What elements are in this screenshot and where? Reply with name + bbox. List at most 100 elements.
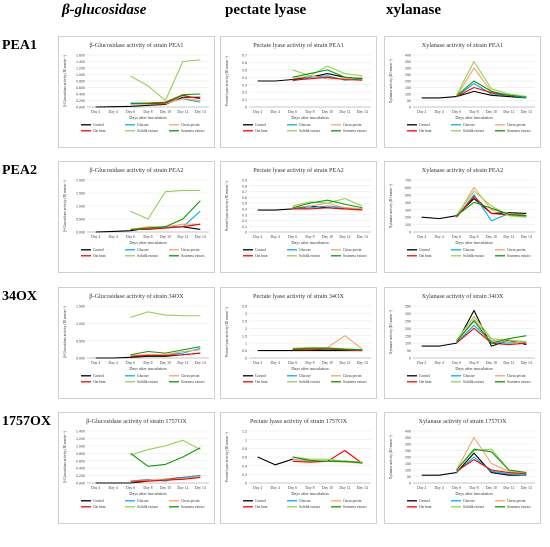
y-tick-label: 0.6 xyxy=(242,196,247,200)
x-tick-label: Day 4 xyxy=(435,361,444,365)
y-tick-label: 0 xyxy=(245,106,247,110)
legend-label: Oat bran xyxy=(93,380,106,384)
y-axis-label: Pectate lyase activity (IU mmin⁻¹) xyxy=(225,180,229,230)
y-tick-label: 250 xyxy=(405,319,411,323)
legend-label: Citrus pectin xyxy=(181,374,200,378)
series-line-oat-bran xyxy=(130,223,201,230)
legend-label: Sourness extract xyxy=(181,505,205,509)
x-tick-label: Day 2 xyxy=(417,361,426,365)
legend-label: Oat bran xyxy=(255,129,268,133)
chart-panel-3: Xylanase activity of strain PEA1 0 50 100 15… xyxy=(384,36,541,148)
y-tick-label: 0.500 xyxy=(76,218,85,222)
x-tick-label: Day 10 xyxy=(322,486,333,490)
y-tick-label: 50 xyxy=(407,475,411,479)
legend-label: Sourness extract xyxy=(181,129,205,133)
y-tick-label: 0.800 xyxy=(76,80,85,84)
x-tick-label: Day 14 xyxy=(357,361,368,365)
x-tick-label: Day 4 xyxy=(435,235,444,239)
y-tick-label: 0.1 xyxy=(242,98,247,102)
y-axis-label: Pectate lyase activity (IU mmin⁻¹) xyxy=(225,55,229,105)
series-line-sourness-extract xyxy=(130,200,201,230)
series-line-citrus-pectin xyxy=(130,475,201,482)
x-tick-label: Day 10 xyxy=(322,110,333,114)
chart-svg: Xylanase activity of strain PEA1 0 50 100 15… xyxy=(389,42,535,133)
x-tick-label: Day 4 xyxy=(271,110,280,114)
y-tick-label: 0.8 xyxy=(242,447,247,451)
y-tick-label: 100 xyxy=(405,93,411,97)
x-tick-label: Day 8 xyxy=(469,235,478,239)
y-tick-label: 3.5 xyxy=(242,305,247,309)
legend-label: Oat bran xyxy=(419,254,432,258)
x-tick-label: Day 12 xyxy=(177,235,188,239)
x-tick-label: Day 4 xyxy=(271,361,280,365)
y-tick-label: 1.000 xyxy=(76,205,85,209)
series-line-oat-bran xyxy=(130,476,201,482)
row-header-pea2: PEA2 xyxy=(2,163,37,178)
y-tick-label: 0.5 xyxy=(242,68,247,72)
x-tick-label: Day 8 xyxy=(143,110,152,114)
y-tick-label: 0.3 xyxy=(242,213,247,217)
y-tick-label: 0 xyxy=(409,106,411,110)
legend-label: Solidik extract xyxy=(463,254,484,258)
x-tick-label: Day 14 xyxy=(521,486,532,490)
y-tick-label: 1.5 xyxy=(242,334,247,338)
y-axis-label: Xylanase activity (IU mmin⁻¹) xyxy=(389,434,393,479)
legend-label: Citrus pectin xyxy=(181,499,200,503)
x-tick-label: Day 2 xyxy=(417,235,426,239)
legend-label: Control xyxy=(255,374,266,378)
series-line-control xyxy=(421,90,527,99)
x-tick-label: Day 10 xyxy=(322,361,333,365)
y-tick-label: 200 xyxy=(405,456,411,460)
legend-label: Citrus pectin xyxy=(343,248,362,252)
y-tick-label: 250 xyxy=(405,73,411,77)
legend-label: Glucose xyxy=(299,499,311,503)
y-tick-label: 1.200 xyxy=(76,67,85,71)
legend-label: Solidik extract xyxy=(137,254,158,258)
x-tick-label: Day 2 xyxy=(417,486,426,490)
column-header-xylanase: xylanase xyxy=(386,2,442,18)
y-axis-label: β-Glucosidase activity (IU mmin⁻¹) xyxy=(63,430,67,482)
legend-label: Citrus pectin xyxy=(507,374,526,378)
x-tick-label: Day 4 xyxy=(109,486,118,490)
chart-title: β-Glucosidase activity of strain 34OX xyxy=(89,293,184,300)
x-tick-label: Day 2 xyxy=(253,235,262,239)
x-tick-label: Day 2 xyxy=(91,235,100,239)
row-header-1757ox: 1757OX xyxy=(2,414,51,429)
chart-svg: β-Glucosidase activity of strain 34OX 0.0… xyxy=(63,293,209,384)
x-axis-label: Days after inoculation xyxy=(291,491,329,496)
y-tick-label: 400 xyxy=(405,430,411,434)
legend-label: Citrus pectin xyxy=(181,123,200,127)
y-tick-label: 50 xyxy=(407,99,411,103)
x-tick-label: Day 14 xyxy=(357,486,368,490)
y-tick-label: 1.000 xyxy=(76,322,85,326)
series-line-oat-bran xyxy=(292,348,363,352)
x-tick-label: Day 10 xyxy=(486,110,497,114)
y-tick-label: 0.2 xyxy=(242,91,247,95)
legend-label: Oat bran xyxy=(255,505,268,509)
x-tick-label: Day 6 xyxy=(126,486,135,490)
legend-label: Control xyxy=(419,374,430,378)
y-tick-label: 350 xyxy=(405,60,411,64)
legend-label: Solidik extract xyxy=(137,380,158,384)
x-axis-label: Days after inoculation xyxy=(291,240,329,245)
series-line-sourness-extract xyxy=(292,69,363,80)
series-line-sourness-extract xyxy=(456,80,527,98)
y-axis-label: Pectate lyase activity (IU mmin⁻¹) xyxy=(225,431,229,481)
legend-label: Solidik extract xyxy=(299,254,320,258)
legend-label: Control xyxy=(93,499,104,503)
x-axis-label: Days after inoculation xyxy=(129,240,167,245)
series-line-solidik-extract xyxy=(456,190,527,218)
x-axis-label: Days after inoculation xyxy=(129,366,167,371)
y-tick-label: 2 xyxy=(245,327,247,331)
chart-title: Pectate lyase activity of strain 34OX xyxy=(253,293,344,300)
x-tick-label: Day 4 xyxy=(271,235,280,239)
chart-panel-12: Xylanase activity of strain 1757OX 0 50 100… xyxy=(384,412,541,524)
legend-label: Sourness extract xyxy=(343,129,367,133)
y-tick-label: 0.6 xyxy=(242,61,247,65)
x-tick-label: Day 14 xyxy=(521,235,532,239)
x-tick-label: Day 10 xyxy=(486,361,497,365)
chart-panel-8: Pectate lyase activity of strain 34OX 0 0.… xyxy=(220,287,377,399)
y-tick-label: 700 xyxy=(405,179,411,183)
legend-label: Citrus pectin xyxy=(507,499,526,503)
x-tick-label: Day 12 xyxy=(503,486,514,490)
